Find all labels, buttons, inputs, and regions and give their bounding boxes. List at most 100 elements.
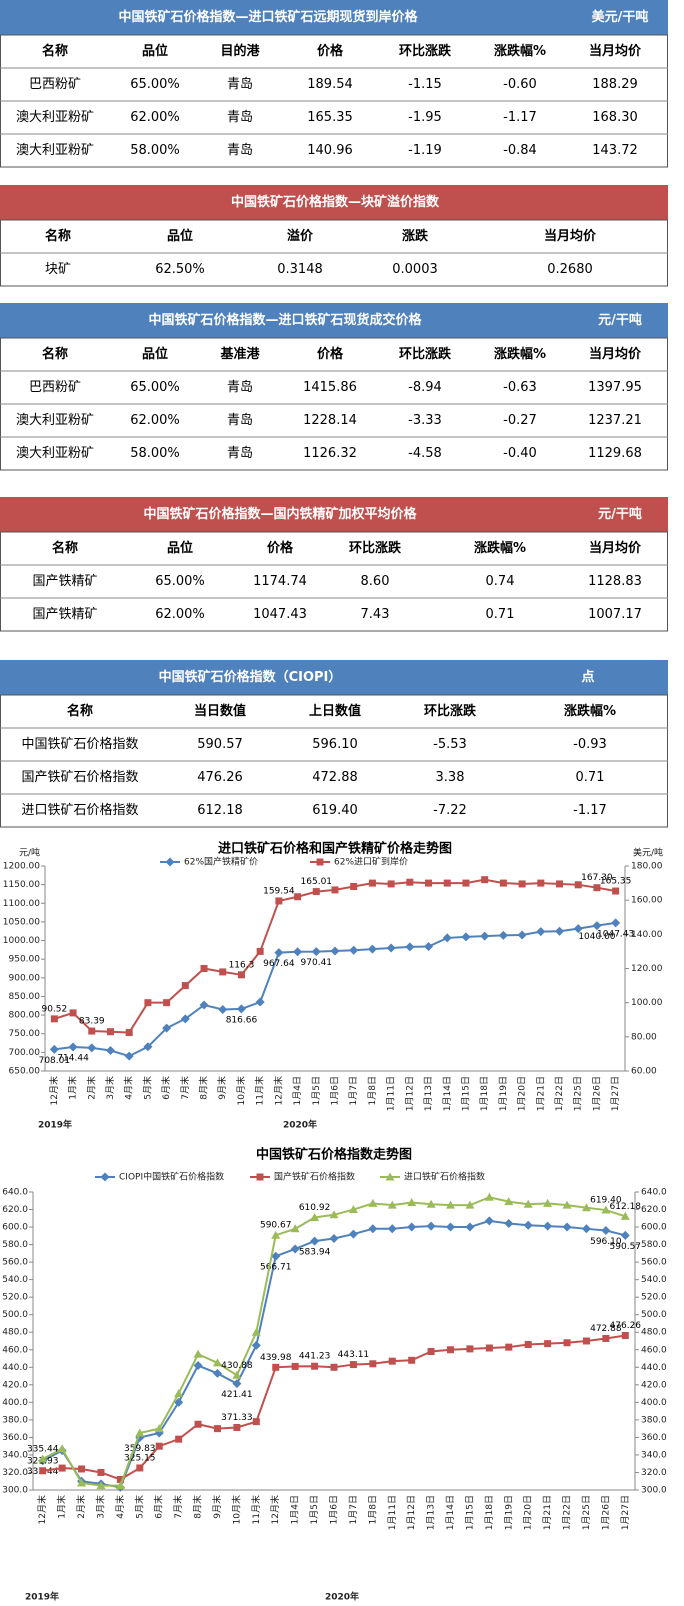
y-tick-label: 380.0: [2, 1415, 28, 1425]
y-tick-label: 1100.00: [3, 899, 40, 909]
data-label: 116.3: [229, 960, 255, 970]
marker: [77, 1478, 87, 1487]
marker: [38, 1454, 48, 1463]
x-tick-label: 1月22日: [562, 1495, 573, 1530]
marker: [408, 1356, 416, 1364]
table-cell: 65.00%: [130, 380, 180, 395]
marker: [78, 1465, 86, 1473]
marker: [96, 1481, 106, 1490]
marker: [407, 1222, 417, 1232]
x-tick-label: 6月末: [160, 1076, 172, 1100]
y2-tick-label: 380.0: [641, 1415, 667, 1425]
marker: [330, 946, 340, 956]
table-cell: -0.93: [573, 737, 607, 752]
y-tick-label: 1000.00: [3, 936, 40, 946]
table-cell: 3.38: [436, 770, 465, 785]
table-cell: 165.35: [307, 110, 353, 125]
x-tick-label: 9月末: [216, 1076, 228, 1100]
data-label: 970.41: [301, 958, 333, 968]
data-label: 1047.43: [597, 929, 634, 939]
table-cell: 青岛: [227, 445, 253, 461]
column-header: 价格: [317, 43, 344, 59]
table-border: [0, 531, 668, 632]
table-cell: -0.60: [503, 77, 537, 92]
marker: [498, 930, 508, 940]
x-tick-label: 1月19日: [498, 1076, 509, 1111]
column-header: 涨跌: [401, 228, 429, 244]
y-tick-label: 300.0: [2, 1486, 28, 1496]
marker: [331, 886, 339, 894]
marker: [543, 1198, 553, 1207]
column-header: 品位: [167, 228, 193, 244]
y2-tick-label: 340.0: [641, 1450, 667, 1460]
table-cell: -1.17: [573, 803, 607, 818]
y-tick-label: 1200.00: [3, 862, 40, 872]
column-header: 品位: [142, 346, 168, 362]
marker: [368, 1224, 378, 1234]
column-header: 当月均价: [589, 540, 642, 556]
y2-tick-label: 520.0: [641, 1293, 667, 1303]
y-tick-label: 700.00: [9, 1048, 41, 1058]
table-cell: 472.88: [312, 770, 358, 785]
x-tick-label: 1月19日: [503, 1495, 514, 1530]
marker: [213, 1425, 221, 1433]
marker: [385, 1172, 395, 1181]
table-header: [0, 660, 668, 695]
marker: [562, 1200, 572, 1209]
marker: [97, 1468, 105, 1476]
x-tick-label: 1月5日: [309, 1495, 320, 1524]
marker: [312, 888, 320, 896]
table-cell: 1228.14: [303, 413, 357, 428]
marker: [582, 1337, 590, 1345]
y2-tick-label: 300.0: [641, 1486, 667, 1496]
marker: [311, 1362, 319, 1370]
marker: [612, 887, 620, 895]
x-tick-label: 10月末: [230, 1495, 242, 1524]
marker: [193, 1361, 203, 1371]
marker: [155, 1442, 163, 1450]
x-tick-label: 4月末: [123, 1076, 135, 1100]
y2-tick-label: 460.0: [641, 1345, 667, 1355]
marker: [236, 1004, 246, 1014]
table-cell: 62.00%: [130, 110, 180, 125]
x-tick-label: 1月末: [56, 1495, 68, 1519]
table-cell: 476.26: [197, 770, 243, 785]
marker: [543, 1221, 553, 1231]
y-tick-label: 560.0: [2, 1258, 28, 1268]
table-cell: 58.00%: [130, 446, 180, 461]
y-tick-label: 800.00: [9, 1011, 41, 1021]
table-cell: 58.00%: [130, 143, 180, 158]
data-label: 610.92: [299, 1203, 331, 1213]
marker: [199, 1000, 209, 1010]
column-header: 品位: [167, 540, 193, 556]
column-header: 当日数值: [194, 703, 246, 719]
column-header: 价格: [267, 540, 294, 556]
table-cell: 590.57: [197, 737, 243, 752]
table-cell: 1415.86: [303, 380, 357, 395]
x-tick-label: 12月末: [36, 1495, 48, 1524]
y2-tick-label: 560.0: [641, 1258, 667, 1268]
marker: [232, 1379, 242, 1389]
marker: [484, 1216, 494, 1226]
y2-tick-label: 180.00: [631, 862, 663, 872]
marker: [407, 1198, 417, 1207]
column-header: 价格: [317, 346, 344, 362]
x-tick-label: 3月末: [94, 1495, 106, 1519]
marker: [135, 1428, 145, 1437]
table-title: 中国铁矿石价格指数—块矿溢价指数: [231, 194, 440, 210]
marker: [446, 1222, 456, 1232]
marker: [329, 1210, 339, 1219]
marker: [193, 1349, 203, 1358]
y-tick-label: 420.0: [2, 1380, 28, 1390]
x-tick-label: 1月6日: [330, 1076, 341, 1105]
table-cell: 澳大利亚粉矿: [16, 109, 94, 125]
table-cell: 0.71: [576, 770, 605, 785]
marker: [275, 897, 283, 905]
marker: [581, 1203, 591, 1212]
table-cell: -4.58: [408, 446, 442, 461]
table-cell: 1129.68: [588, 446, 642, 461]
table-cell: 青岛: [227, 379, 253, 395]
marker: [143, 1042, 153, 1052]
table-header: [0, 497, 668, 532]
